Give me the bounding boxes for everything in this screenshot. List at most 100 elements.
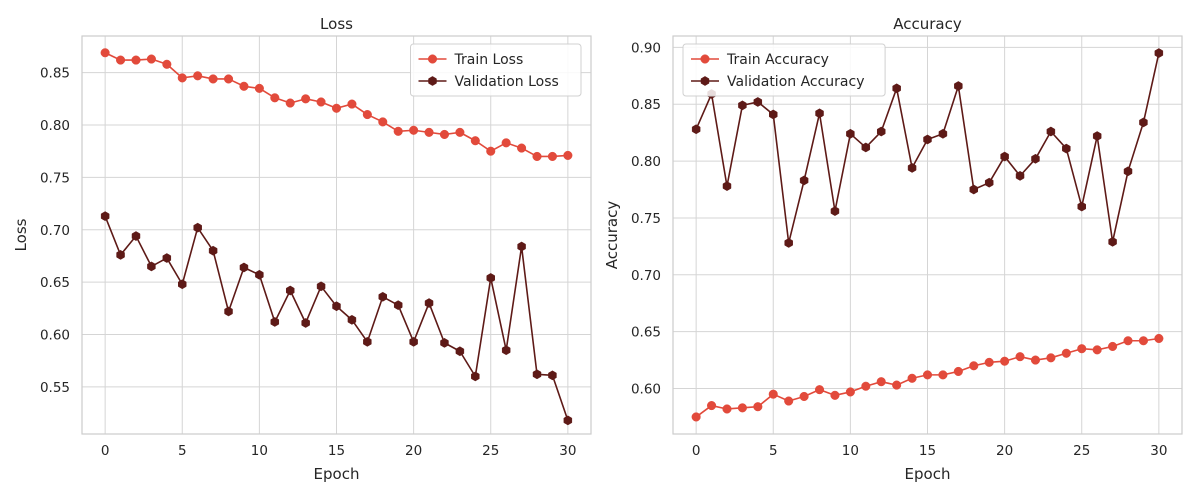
- y-tick-label: 0.70: [40, 223, 70, 239]
- data-point: [1138, 336, 1148, 346]
- x-tick-label: 15: [919, 443, 936, 459]
- data-point: [393, 126, 403, 136]
- data-point: [876, 377, 886, 387]
- data-point: [501, 138, 511, 148]
- data-point: [517, 143, 527, 153]
- data-point: [1123, 166, 1133, 177]
- data-point: [486, 146, 496, 156]
- data-point: [923, 134, 932, 145]
- data-point: [208, 74, 218, 84]
- data-point: [892, 380, 902, 390]
- data-point: [563, 415, 573, 426]
- data-point: [116, 250, 125, 260]
- data-point: [424, 298, 434, 308]
- data-point: [1000, 356, 1010, 366]
- data-point: [239, 262, 249, 273]
- y-tick-label: 0.75: [40, 170, 70, 186]
- data-point: [532, 369, 542, 380]
- data-point: [270, 317, 280, 327]
- data-point: [548, 370, 557, 381]
- data-point: [876, 126, 886, 137]
- x-tick-label: 25: [1073, 443, 1090, 459]
- series-validation-accuracy: [691, 48, 1164, 248]
- data-point: [162, 253, 172, 263]
- data-point: [223, 74, 234, 84]
- data-point: [162, 59, 172, 69]
- data-point: [1108, 341, 1118, 351]
- chart-title: Accuracy: [893, 15, 962, 33]
- data-point: [332, 301, 341, 312]
- data-point: [984, 177, 994, 188]
- data-point: [1046, 353, 1056, 363]
- data-point: [1154, 48, 1164, 58]
- data-point: [409, 125, 419, 135]
- data-point: [255, 269, 264, 280]
- x-tick-label: 5: [769, 443, 778, 459]
- data-point: [254, 83, 264, 93]
- data-point: [177, 73, 187, 83]
- data-point: [830, 206, 840, 217]
- y-tick-label: 0.85: [631, 97, 661, 113]
- legend-marker: [700, 54, 710, 64]
- data-point: [486, 273, 495, 283]
- data-point: [892, 83, 901, 94]
- data-point: [455, 346, 465, 357]
- data-point: [193, 71, 203, 81]
- series-validation-loss: [100, 211, 573, 426]
- data-point: [691, 412, 701, 422]
- data-point: [347, 314, 357, 325]
- data-point: [845, 387, 855, 397]
- y-tick-label: 0.75: [631, 211, 661, 227]
- data-point: [547, 151, 557, 161]
- y-tick-label: 0.80: [631, 154, 661, 170]
- data-point: [563, 150, 573, 160]
- y-tick-label: 0.60: [631, 382, 661, 398]
- legend: Train Accuracy Validation Accuracy: [682, 43, 886, 97]
- y-axis-label: Loss: [12, 218, 30, 251]
- data-point: [316, 281, 326, 292]
- data-point: [769, 109, 778, 120]
- data-point: [784, 238, 793, 248]
- data-point: [409, 336, 418, 347]
- data-point: [815, 108, 824, 119]
- data-point: [301, 94, 311, 104]
- chart-panel-accuracy: 0 5 10 15 20 25 30 0.60 0.65 0.70 0.75 0.80 0.85 0.90…: [603, 15, 1183, 483]
- data-point: [907, 163, 917, 173]
- y-tick-label: 0.65: [40, 275, 70, 291]
- legend-label: Train Accuracy: [726, 52, 829, 68]
- data-point: [768, 389, 778, 399]
- data-point: [193, 222, 202, 233]
- x-axis-label: Epoch: [314, 465, 360, 483]
- data-point: [707, 401, 717, 411]
- data-point: [753, 97, 763, 107]
- data-point: [799, 391, 809, 402]
- y-tick-label: 0.70: [631, 268, 661, 284]
- data-point: [984, 357, 994, 367]
- x-tick-label: 10: [251, 443, 268, 459]
- data-point: [1077, 201, 1086, 212]
- data-point: [285, 98, 295, 108]
- data-point: [378, 291, 388, 302]
- data-point: [799, 175, 809, 186]
- data-point: [737, 403, 747, 413]
- data-point: [1046, 126, 1056, 137]
- data-point: [753, 402, 763, 412]
- grid: [82, 36, 591, 434]
- data-point: [1030, 355, 1041, 365]
- data-point: [363, 336, 372, 347]
- legend-marker: [427, 54, 438, 64]
- y-tick-label: 0.55: [40, 380, 70, 396]
- data-point: [691, 124, 701, 135]
- data-point: [938, 370, 948, 380]
- data-point: [285, 285, 295, 296]
- x-tick-label: 0: [101, 443, 110, 459]
- x-axis-label: Epoch: [905, 465, 951, 483]
- data-point: [517, 241, 526, 252]
- data-point: [347, 99, 357, 109]
- y-axis-label: Accuracy: [603, 201, 621, 270]
- data-point: [1015, 170, 1025, 181]
- y-tick-label: 0.90: [631, 40, 661, 56]
- data-point: [224, 306, 233, 317]
